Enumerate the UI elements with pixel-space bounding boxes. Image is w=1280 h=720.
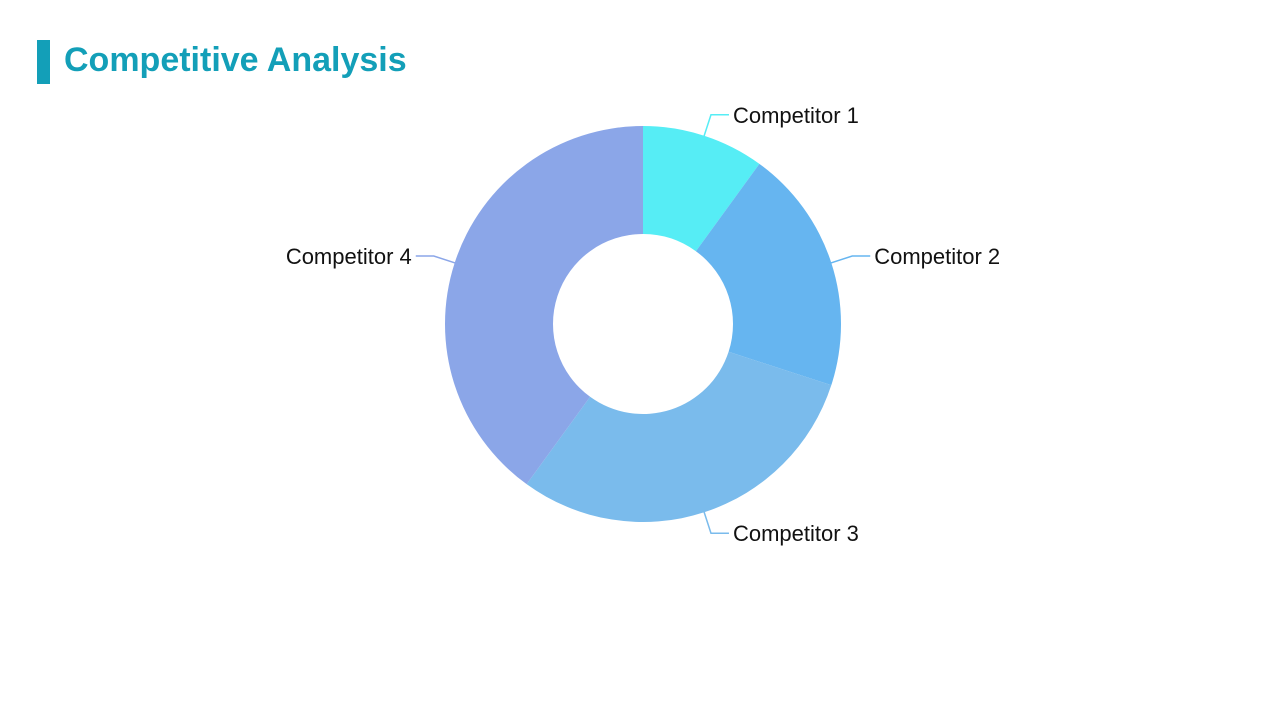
slice-label-competitor-4: Competitor 4	[286, 244, 412, 269]
leader-line-competitor-2	[829, 255, 871, 265]
slice-label-competitor-2: Competitor 2	[874, 244, 1000, 269]
slice-label-competitor-1: Competitor 1	[733, 103, 859, 128]
slice-competitor-2	[695, 163, 841, 386]
slide-title: Competitive Analysis	[64, 41, 407, 79]
donut-slices	[445, 126, 841, 522]
title-accent-bar	[37, 40, 50, 84]
leader-line-competitor-3	[702, 510, 729, 534]
slice-competitor-1	[643, 126, 760, 252]
slice-labels: Competitor 1 Competitor 2 Competitor 3 Comp…	[286, 103, 1000, 546]
slice-competitor-3	[526, 351, 832, 522]
leader-line-competitor-1	[702, 114, 729, 138]
slice-competitor-4	[445, 126, 643, 485]
leader-line-competitor-4	[415, 255, 457, 265]
label-leader-lines	[415, 114, 871, 534]
slice-label-competitor-3: Competitor 3	[733, 521, 859, 546]
